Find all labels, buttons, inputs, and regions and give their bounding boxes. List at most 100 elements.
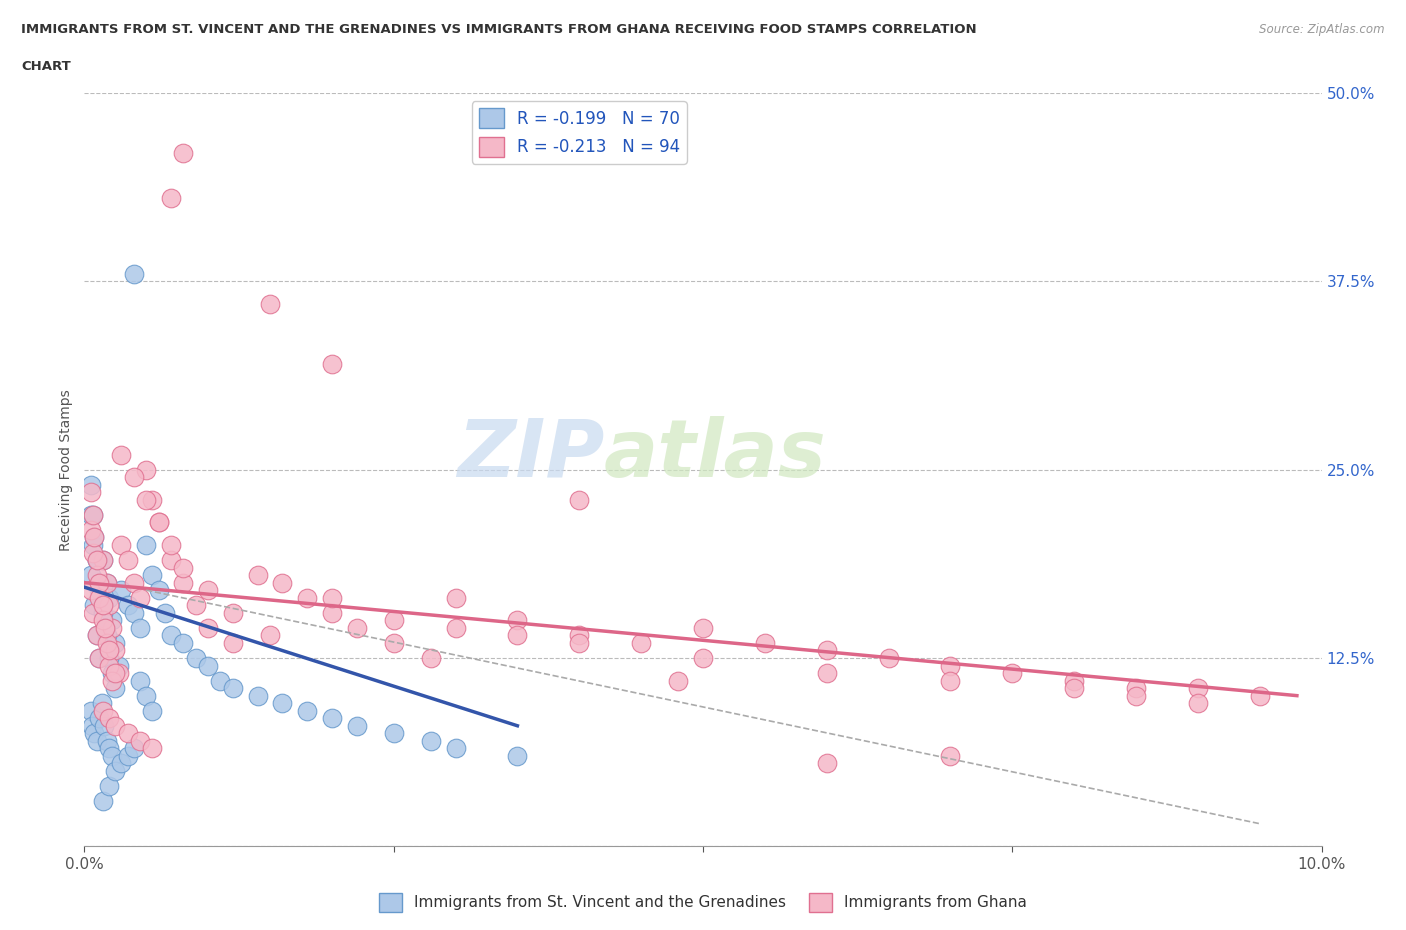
- Point: [222, 635, 245, 650]
- Point: [692, 651, 714, 666]
- Point: [1063, 673, 1085, 688]
- Point: [82, 508, 104, 523]
- Point: [82, 508, 104, 523]
- Point: [1249, 688, 1271, 703]
- Point: [122, 741, 145, 756]
- Point: [110, 756, 132, 771]
- Point: [96, 635, 118, 650]
- Point: [295, 703, 318, 718]
- Point: [568, 492, 591, 507]
- Point: [79, 477, 101, 492]
- Point: [129, 673, 152, 688]
- Point: [172, 146, 194, 161]
- Point: [98, 643, 121, 658]
- Point: [815, 643, 838, 658]
- Point: [129, 620, 152, 635]
- Point: [89, 575, 111, 591]
- Point: [82, 538, 104, 552]
- Point: [104, 681, 127, 696]
- Point: [153, 605, 176, 620]
- Point: [160, 552, 183, 567]
- Point: [108, 658, 131, 673]
- Point: [83, 598, 105, 613]
- Point: [382, 725, 405, 740]
- Point: [91, 793, 114, 808]
- Point: [79, 583, 101, 598]
- Point: [346, 620, 368, 635]
- Point: [506, 613, 529, 628]
- Point: [246, 567, 269, 582]
- Point: [91, 598, 114, 613]
- Point: [346, 718, 368, 733]
- Point: [100, 749, 122, 764]
- Point: [135, 538, 157, 552]
- Point: [86, 734, 108, 749]
- Point: [122, 575, 145, 591]
- Point: [246, 688, 269, 703]
- Point: [259, 628, 281, 643]
- Point: [129, 591, 152, 605]
- Point: [939, 673, 962, 688]
- Point: [91, 552, 114, 567]
- Point: [141, 492, 163, 507]
- Point: [91, 613, 114, 628]
- Point: [321, 591, 343, 605]
- Point: [754, 635, 776, 650]
- Point: [148, 583, 170, 598]
- Text: IMMIGRANTS FROM ST. VINCENT AND THE GRENADINES VS IMMIGRANTS FROM GHANA RECEIVIN: IMMIGRANTS FROM ST. VINCENT AND THE GREN…: [21, 23, 977, 36]
- Point: [172, 575, 194, 591]
- Point: [100, 620, 122, 635]
- Point: [79, 523, 101, 538]
- Point: [93, 718, 115, 733]
- Point: [79, 508, 101, 523]
- Point: [86, 628, 108, 643]
- Point: [83, 530, 105, 545]
- Point: [259, 297, 281, 312]
- Point: [89, 651, 111, 666]
- Point: [141, 741, 163, 756]
- Point: [89, 651, 111, 666]
- Y-axis label: Receiving Food Stamps: Receiving Food Stamps: [59, 389, 73, 551]
- Point: [96, 575, 118, 591]
- Point: [129, 734, 152, 749]
- Point: [83, 530, 105, 545]
- Point: [98, 778, 121, 793]
- Point: [222, 605, 245, 620]
- Point: [419, 734, 441, 749]
- Point: [90, 696, 112, 711]
- Text: Source: ZipAtlas.com: Source: ZipAtlas.com: [1260, 23, 1385, 36]
- Point: [86, 567, 108, 582]
- Point: [1125, 681, 1147, 696]
- Point: [117, 552, 139, 567]
- Point: [98, 591, 121, 605]
- Point: [117, 749, 139, 764]
- Point: [96, 575, 118, 591]
- Point: [172, 635, 194, 650]
- Point: [197, 583, 219, 598]
- Point: [82, 605, 104, 620]
- Point: [94, 620, 117, 635]
- Point: [122, 605, 145, 620]
- Point: [98, 658, 121, 673]
- Point: [141, 703, 163, 718]
- Point: [382, 613, 405, 628]
- Point: [160, 628, 183, 643]
- Point: [100, 673, 122, 688]
- Point: [1001, 666, 1024, 681]
- Point: [96, 734, 118, 749]
- Point: [79, 567, 101, 582]
- Point: [122, 266, 145, 281]
- Point: [98, 651, 121, 666]
- Point: [98, 598, 121, 613]
- Point: [184, 598, 207, 613]
- Point: [444, 620, 467, 635]
- Point: [135, 462, 157, 477]
- Point: [104, 718, 127, 733]
- Point: [568, 635, 591, 650]
- Legend: R = -0.199   N = 70, R = -0.213   N = 94: R = -0.199 N = 70, R = -0.213 N = 94: [472, 101, 686, 164]
- Point: [1063, 681, 1085, 696]
- Point: [79, 485, 101, 499]
- Point: [94, 620, 117, 635]
- Point: [419, 651, 441, 666]
- Point: [83, 725, 105, 740]
